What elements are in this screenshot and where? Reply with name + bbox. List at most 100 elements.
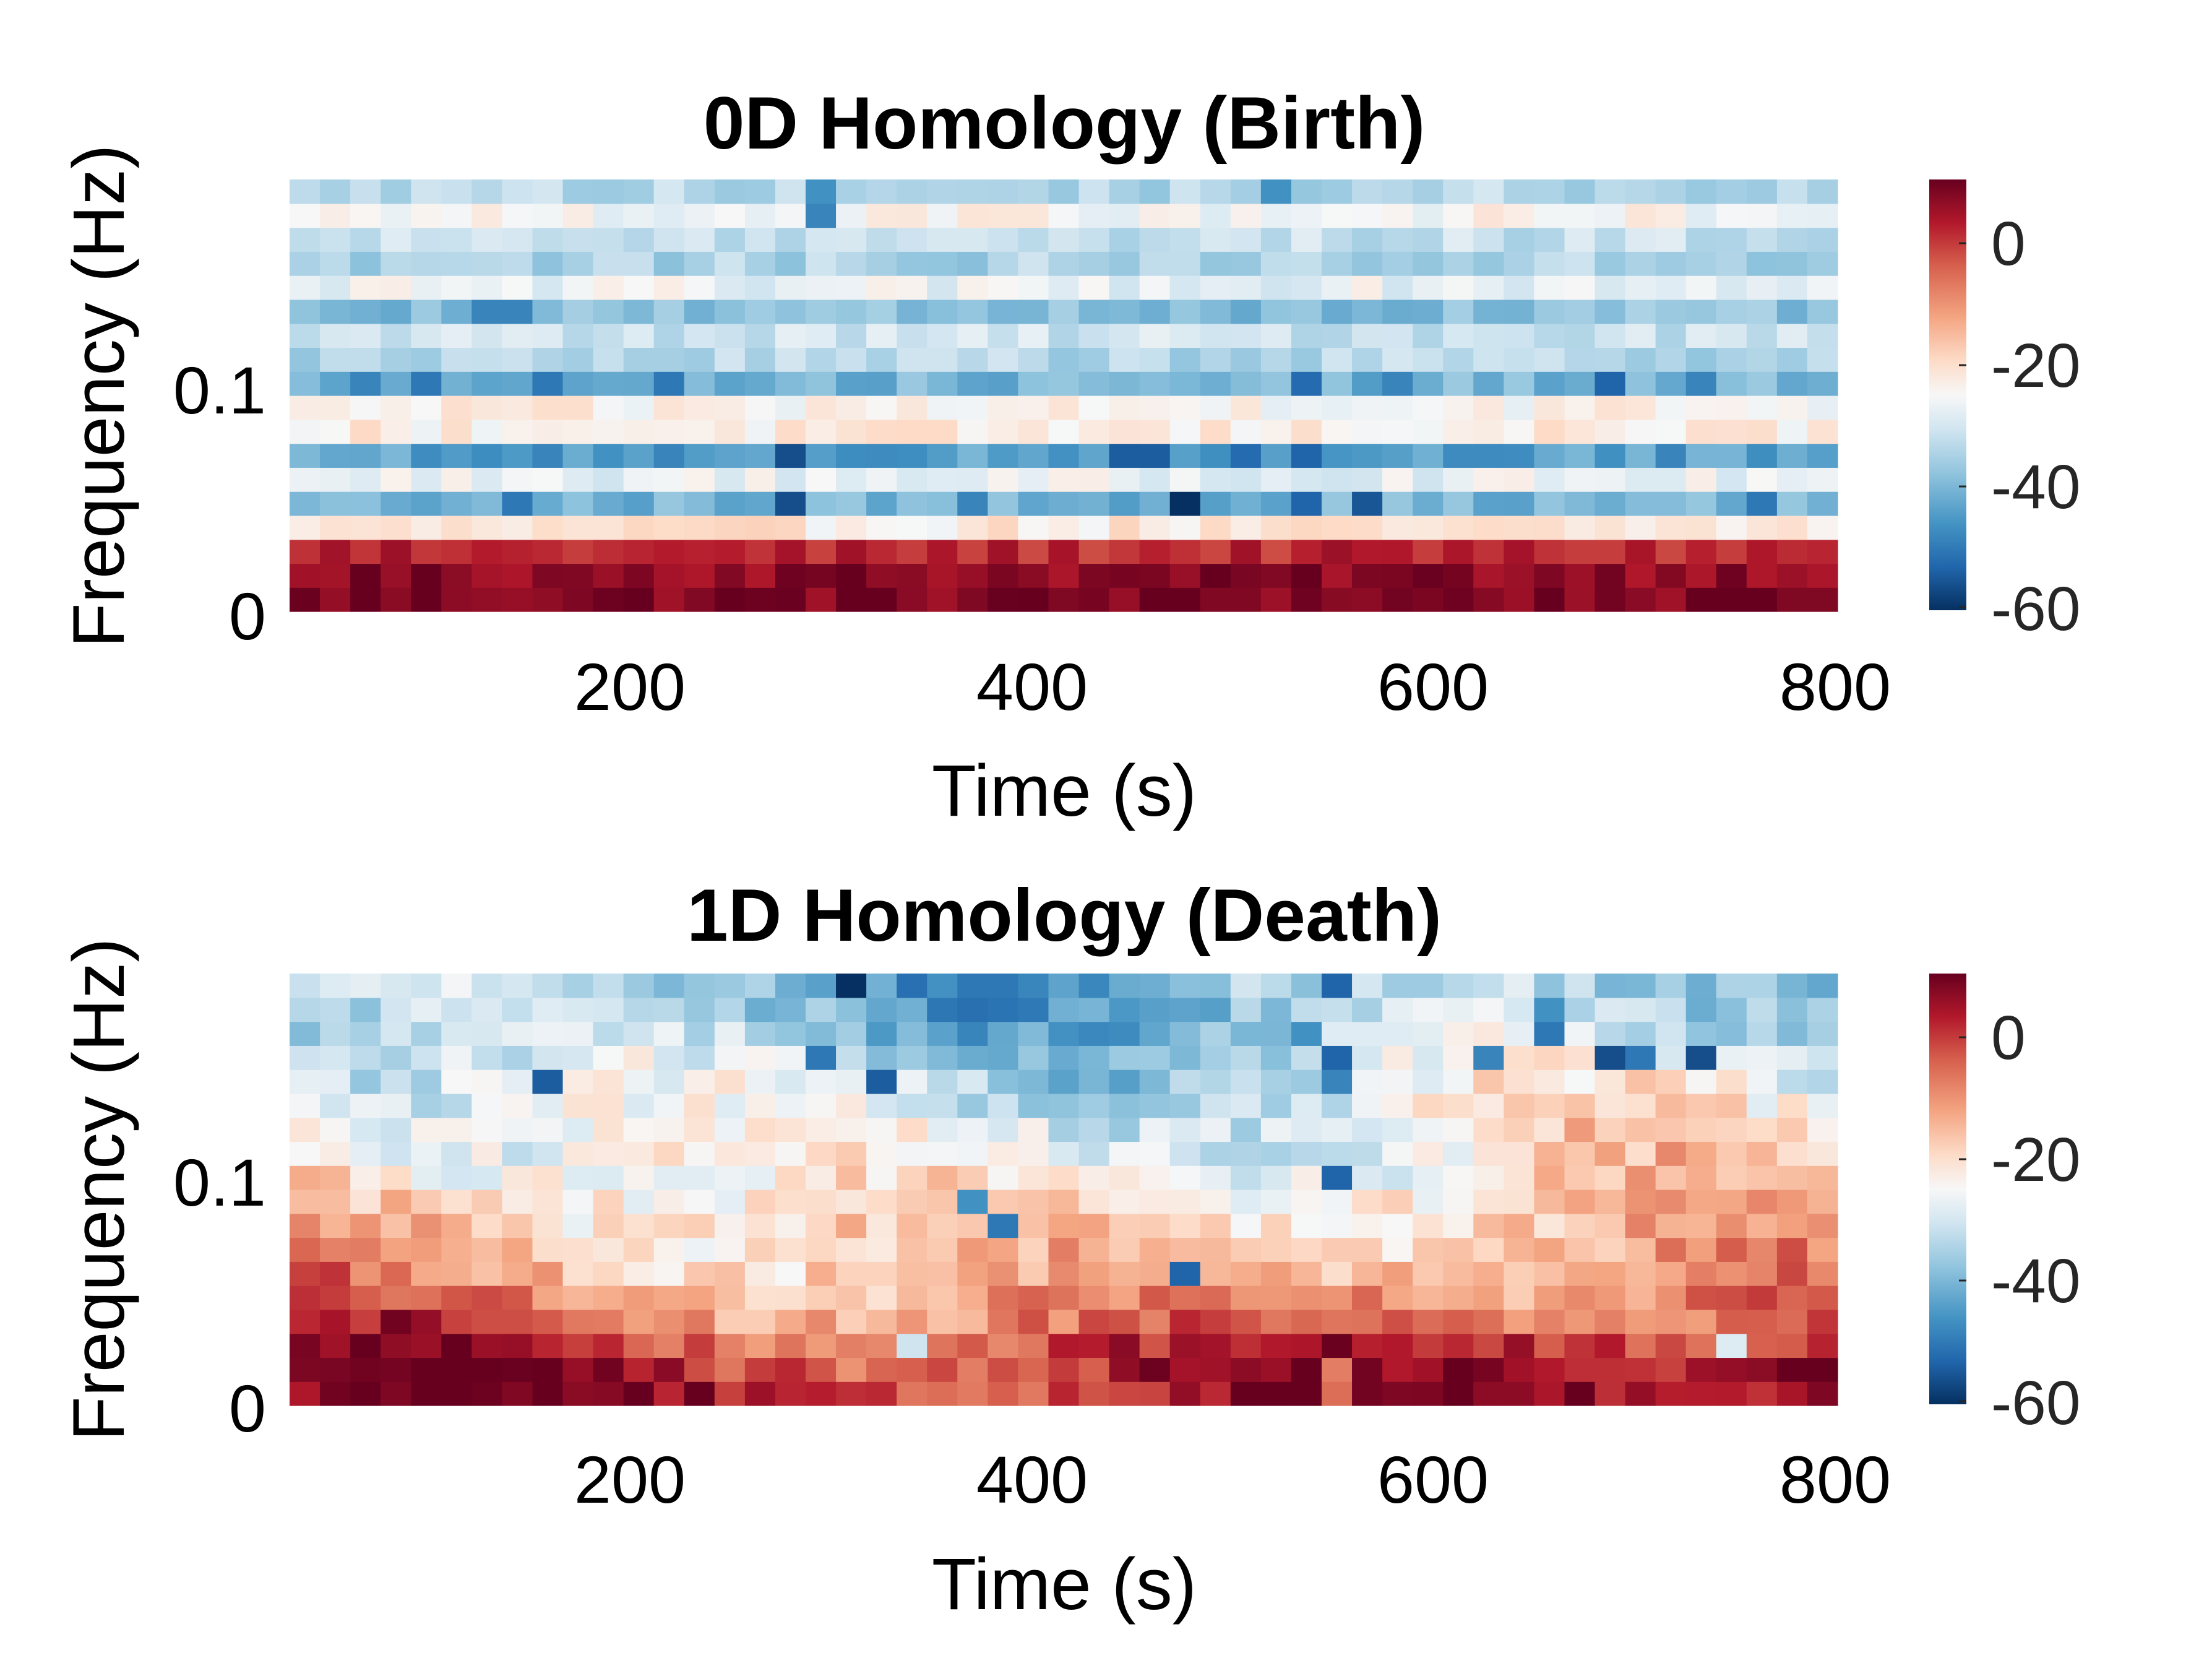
- heatmap-cell: [290, 467, 321, 492]
- heatmap-cell: [653, 1165, 685, 1190]
- heatmap-cell: [1078, 1381, 1110, 1406]
- heatmap-cell: [1018, 563, 1049, 588]
- heatmap-cell: [290, 974, 321, 998]
- heatmap-cell: [1413, 1261, 1444, 1286]
- heatmap-cell: [1443, 563, 1474, 588]
- heatmap-cell: [1139, 419, 1171, 444]
- heatmap-cell: [290, 1381, 321, 1406]
- heatmap-cell: [623, 563, 655, 588]
- heatmap-cell: [381, 1213, 411, 1238]
- heatmap-cell: [562, 443, 594, 468]
- heatmap-cell: [1655, 1333, 1687, 1358]
- heatmap-cell: [1443, 997, 1474, 1022]
- heatmap-cell: [411, 1333, 442, 1358]
- heatmap-cell: [1200, 1285, 1231, 1310]
- heatmap-cell: [744, 467, 776, 492]
- heatmap-cell: [532, 251, 564, 276]
- heatmap-cell: [471, 1261, 503, 1286]
- heatmap-cell: [350, 227, 381, 252]
- heatmap-cell: [1352, 1141, 1383, 1166]
- heatmap-cell: [897, 1213, 927, 1238]
- heatmap-cell: [714, 227, 746, 252]
- heatmap-cell: [1322, 1285, 1353, 1310]
- heatmap-cell: [593, 491, 624, 516]
- heatmap-cell: [1534, 1165, 1565, 1190]
- x-tick-label: 800: [1779, 1442, 1891, 1517]
- heatmap-cell: [1776, 467, 1808, 492]
- heatmap-cell: [988, 1165, 1019, 1190]
- heatmap-cell: [1594, 395, 1626, 420]
- heatmap-cell: [806, 1069, 837, 1094]
- heatmap-cell: [1564, 1093, 1596, 1118]
- heatmap-cell: [320, 203, 351, 228]
- heatmap-cell: [532, 1237, 564, 1262]
- heatmap-cell: [1291, 1117, 1322, 1143]
- heatmap-cell: [775, 299, 806, 324]
- heatmap-cell: [1504, 179, 1535, 204]
- heatmap-cell: [623, 1213, 655, 1238]
- heatmap-cell: [684, 1213, 715, 1238]
- heatmap-cell: [1018, 515, 1049, 540]
- heatmap-cell: [1625, 395, 1656, 420]
- heatmap-cell: [806, 1285, 837, 1310]
- heatmap-cell: [1382, 515, 1413, 540]
- heatmap-cell: [1443, 491, 1474, 516]
- heatmap-cell: [957, 1333, 988, 1358]
- heatmap-cell: [1230, 491, 1262, 516]
- heatmap-cell: [1048, 1213, 1080, 1238]
- heatmap-cell: [1776, 443, 1808, 468]
- heatmap-cell: [806, 587, 837, 612]
- heatmap-cell: [1109, 323, 1140, 348]
- heatmap-cell: [1504, 347, 1535, 372]
- heatmap-cell: [714, 974, 746, 998]
- heatmap-cell: [1413, 467, 1444, 492]
- heatmap-cell: [1322, 515, 1353, 540]
- heatmap-cell: [381, 1141, 411, 1166]
- heatmap-cell: [1594, 467, 1626, 492]
- heatmap-cell: [441, 347, 472, 372]
- heatmap-cell: [623, 251, 655, 276]
- heatmap-cell: [381, 997, 411, 1022]
- heatmap-cell: [684, 1165, 715, 1190]
- heatmap-cell: [1746, 1093, 1778, 1118]
- heatmap-cell: [1139, 539, 1171, 564]
- heatmap-cell: [1413, 1285, 1444, 1310]
- heatmap-cell: [988, 1261, 1019, 1286]
- heatmap-cell: [988, 275, 1019, 300]
- heatmap-cell: [1473, 299, 1504, 324]
- heatmap-cell: [1534, 395, 1565, 420]
- heatmap-cell: [502, 1261, 533, 1286]
- heatmap-cell: [1625, 419, 1656, 444]
- heatmap-cell: [502, 203, 533, 228]
- heatmap-cell: [988, 515, 1019, 540]
- heatmap-cell: [1352, 371, 1383, 396]
- heatmap-cell: [1413, 1141, 1444, 1166]
- heatmap-cell: [562, 275, 594, 300]
- heatmap-cell: [897, 1021, 927, 1046]
- heatmap-cell: [1807, 1261, 1838, 1286]
- heatmap-cell: [1685, 997, 1717, 1022]
- heatmap-cell: [1746, 563, 1778, 588]
- heatmap-cell: [653, 1285, 685, 1310]
- heatmap-cell: [1169, 347, 1201, 372]
- heatmap-cell: [441, 1069, 472, 1094]
- heatmap-cell: [471, 227, 503, 252]
- heatmap-cell: [866, 1261, 897, 1286]
- heatmap-cell: [411, 1285, 442, 1310]
- heatmap-cell: [1776, 299, 1808, 324]
- heatmap-cell: [1230, 467, 1262, 492]
- heatmap-cell: [1413, 974, 1444, 998]
- heatmap-cell: [1139, 467, 1171, 492]
- heatmap-cell: [411, 1213, 442, 1238]
- heatmap-cell: [623, 371, 655, 396]
- heatmap-cell: [1504, 539, 1535, 564]
- heatmap-cell: [897, 1045, 927, 1070]
- heatmap-cell: [593, 1069, 624, 1094]
- heatmap-cell: [350, 323, 381, 348]
- heatmap-cell: [320, 1045, 351, 1070]
- heatmap-cell: [1352, 467, 1383, 492]
- heatmap-cell: [1048, 1021, 1080, 1046]
- heatmap-cell: [1109, 467, 1140, 492]
- heatmap-cell: [957, 419, 988, 444]
- heatmap-cell: [957, 443, 988, 468]
